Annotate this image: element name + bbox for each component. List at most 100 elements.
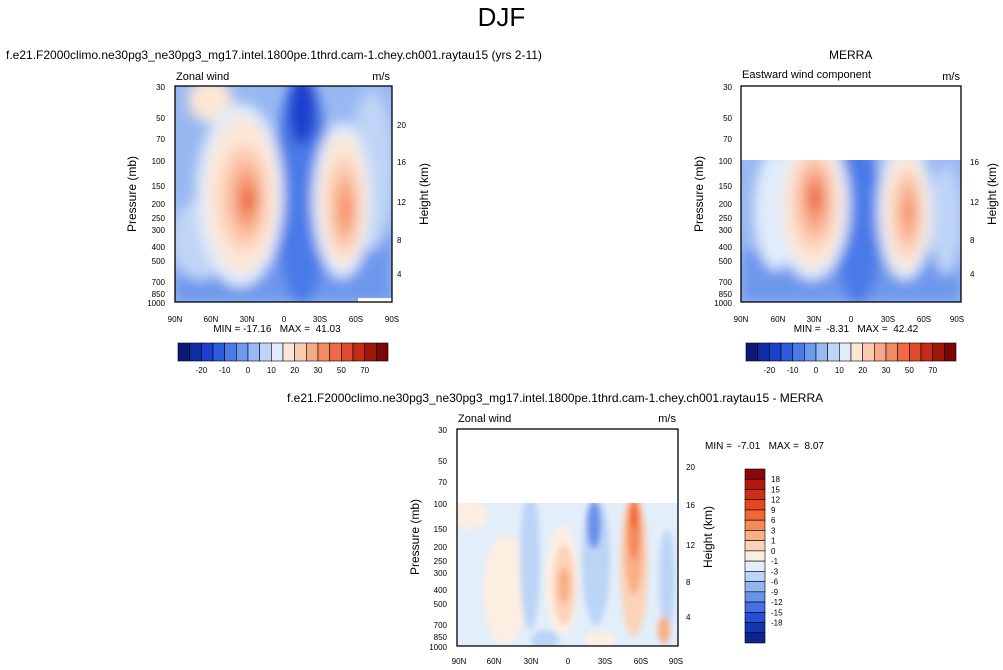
colorbar-label: 3: [771, 526, 776, 535]
colorbar-label: -20: [764, 366, 776, 375]
lat-tick-label: 60S: [634, 657, 648, 666]
colorbar-swatch: [306, 342, 319, 362]
y2-axis-label: Height (km): [985, 163, 999, 225]
lat-tick-label: 30N: [807, 315, 822, 324]
colorbar-swatch: [224, 342, 237, 362]
pressure-tick-label: 1000: [429, 643, 447, 652]
colorbar-swatch: [212, 342, 225, 362]
model-right-axis: 4 8 12 16 20 Height (km): [397, 121, 431, 279]
pressure-tick-label: 300: [434, 569, 448, 578]
colorbar-obs: -20 -10 0 10 20 30 50 70: [745, 342, 957, 375]
lat-tick-label: 0: [282, 315, 287, 324]
height-tick-label: 4: [686, 613, 691, 622]
height-tick-label: 12: [686, 541, 695, 550]
colorbar-swatch: [744, 499, 766, 511]
colorbar-label: -20: [196, 366, 208, 375]
colorbar-swatch: [352, 342, 365, 362]
obs-right-axis: 4 8 12 16 Height (km): [970, 158, 999, 279]
lat-tick-label: 30S: [881, 315, 895, 324]
y2-axis-label: Height (km): [701, 506, 715, 568]
pressure-tick-label: 300: [152, 226, 166, 235]
diff-field: [457, 503, 678, 646]
lat-tick-label: 60N: [771, 315, 786, 324]
lat-tick-label: 0: [849, 315, 854, 324]
pressure-tick-label: 500: [719, 257, 733, 266]
lat-tick-label: 30N: [524, 657, 539, 666]
colorbar-label: 20: [858, 366, 867, 375]
colorbar-label: -18: [771, 619, 783, 628]
pressure-tick-label: 150: [719, 182, 733, 191]
colorbar-swatch: [177, 342, 190, 362]
colorbar-swatch: [744, 468, 766, 480]
diff-right-axis: 4 8 12 16 20 Height (km): [686, 463, 715, 622]
pressure-tick-label: 70: [438, 478, 447, 487]
colorbar-swatch: [744, 550, 766, 562]
colorbar-swatch: [236, 342, 249, 362]
pressure-tick-label: 500: [152, 257, 166, 266]
height-tick-label: 12: [970, 198, 979, 207]
colorbar-swatch: [189, 342, 202, 362]
obs-left-axis: 30 50 70 100 150 200 250 300 400 500 700…: [692, 83, 733, 308]
lat-tick-label: 90N: [452, 657, 467, 666]
colorbar-swatch: [862, 342, 875, 362]
pressure-tick-label: 100: [434, 500, 448, 509]
colorbar-swatch: [744, 632, 766, 644]
model-variable-label: Zonal wind: [176, 71, 229, 83]
colorbar-swatch: [294, 342, 307, 362]
colorbar-swatch: [282, 342, 295, 362]
pressure-tick-label: 70: [156, 135, 165, 144]
height-tick-label: 8: [970, 236, 975, 245]
main-title: DJF: [477, 2, 526, 32]
panel-title-diff: f.e21.F2000climo.ne30pg3_ne30pg3_mg17.in…: [287, 391, 824, 405]
model-stats: MIN = -17.16 MAX = 41.03: [213, 324, 341, 335]
colorbar-label: 20: [290, 366, 299, 375]
colorbar-swatch: [745, 342, 758, 362]
pressure-tick-label: 150: [152, 182, 166, 191]
colorbar-swatch: [744, 622, 766, 634]
lat-tick-label: 90S: [385, 315, 399, 324]
pressure-tick-label: 250: [152, 214, 166, 223]
colorbar-label: 50: [337, 366, 346, 375]
panel-title-model: f.e21.F2000climo.ne30pg3_ne30pg3_mg17.in…: [6, 48, 542, 62]
colorbar-label: 1: [771, 537, 776, 546]
colorbar-swatch: [317, 342, 330, 362]
pressure-tick-label: 400: [152, 243, 166, 252]
pressure-tick-label: 50: [438, 457, 447, 466]
y-axis-label: Pressure (mb): [125, 156, 139, 232]
colorbar-swatch: [744, 591, 766, 603]
pressure-tick-label: 850: [434, 633, 448, 642]
colorbar-label: -15: [771, 608, 783, 617]
obs-variable-label: Eastward wind component: [742, 69, 871, 81]
diff-variable-label: Zonal wind: [458, 413, 511, 425]
colorbar-label: 0: [814, 366, 819, 375]
colorbar-label: 12: [771, 496, 780, 505]
height-tick-label: 12: [397, 198, 406, 207]
colorbar-swatch: [744, 581, 766, 593]
lat-tick-label: 60S: [917, 315, 931, 324]
pressure-tick-label: 30: [438, 426, 447, 435]
colorbar-swatch: [897, 342, 910, 362]
colorbar-label: 9: [771, 506, 776, 515]
pressure-tick-label: 1000: [147, 299, 165, 308]
colorbar-swatch: [815, 342, 828, 362]
pressure-tick-label: 30: [156, 83, 165, 92]
pressure-tick-label: 400: [719, 243, 733, 252]
colorbar-swatch: [827, 342, 840, 362]
lat-tick-label: 90S: [669, 657, 683, 666]
colorbar-swatch: [744, 519, 766, 531]
panel-model-plot: 30 50 70 100 150 200 250 300 400 500 700…: [125, 71, 431, 335]
pressure-tick-label: 500: [434, 600, 448, 609]
y-axis-label: Pressure (mb): [692, 156, 706, 232]
lat-tick-label: 30S: [598, 657, 612, 666]
pressure-tick-label: 700: [152, 278, 166, 287]
obs-stats: MIN = -8.31 MAX = 42.42: [794, 324, 919, 335]
pressure-tick-label: 70: [723, 135, 732, 144]
colorbar-label: 70: [928, 366, 937, 375]
colorbar-swatch: [850, 342, 863, 362]
height-tick-label: 20: [397, 121, 406, 130]
colorbar-swatch: [247, 342, 260, 362]
pressure-tick-label: 700: [719, 278, 733, 287]
lat-tick-label: 90S: [950, 315, 964, 324]
colorbar-swatch: [329, 342, 342, 362]
colorbar-swatch: [744, 560, 766, 572]
